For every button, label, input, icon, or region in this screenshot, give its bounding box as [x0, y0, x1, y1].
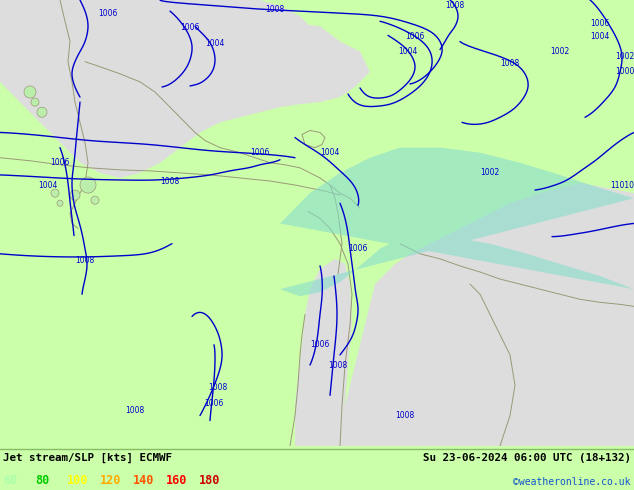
Text: 1006: 1006 [98, 9, 118, 18]
Text: 1006: 1006 [590, 19, 610, 28]
Text: 1006: 1006 [204, 399, 224, 408]
Text: 1002: 1002 [616, 52, 634, 61]
Text: 1004: 1004 [590, 32, 610, 41]
Text: 1006: 1006 [348, 244, 368, 253]
Text: 1008: 1008 [126, 406, 145, 415]
Circle shape [31, 98, 39, 106]
Circle shape [51, 189, 59, 197]
Text: ©weatheronline.co.uk: ©weatheronline.co.uk [514, 477, 631, 487]
Circle shape [80, 177, 96, 193]
Text: 1004: 1004 [320, 148, 340, 157]
Circle shape [70, 190, 80, 200]
Text: 1008: 1008 [209, 383, 228, 392]
Text: 1008: 1008 [160, 177, 179, 187]
Text: 1004: 1004 [398, 47, 418, 56]
Polygon shape [295, 259, 352, 446]
Circle shape [37, 107, 47, 117]
Polygon shape [200, 0, 310, 47]
Text: 60: 60 [3, 474, 17, 487]
Polygon shape [280, 147, 634, 296]
Text: 1006: 1006 [310, 340, 330, 349]
Circle shape [57, 200, 63, 206]
Text: 1004: 1004 [38, 180, 58, 190]
Text: 140: 140 [133, 474, 155, 487]
Text: 1000: 1000 [616, 67, 634, 76]
Text: 1008: 1008 [75, 256, 94, 266]
Text: 1008: 1008 [500, 59, 520, 68]
Text: 180: 180 [199, 474, 221, 487]
Text: 11010: 11010 [610, 180, 634, 190]
Text: 1008: 1008 [396, 411, 415, 420]
Text: 120: 120 [100, 474, 122, 487]
Text: 160: 160 [166, 474, 188, 487]
Text: Su 23-06-2024 06:00 UTC (18+132): Su 23-06-2024 06:00 UTC (18+132) [423, 453, 631, 463]
Text: 1004: 1004 [205, 39, 224, 48]
Text: 1008: 1008 [266, 4, 285, 14]
Polygon shape [0, 0, 370, 178]
Circle shape [24, 86, 36, 98]
Text: 1002: 1002 [550, 47, 569, 56]
Circle shape [91, 196, 99, 204]
Text: Jet stream/SLP [kts] ECMWF: Jet stream/SLP [kts] ECMWF [3, 453, 172, 464]
Text: 1008: 1008 [445, 0, 465, 10]
Text: 1006: 1006 [180, 23, 200, 32]
Text: 1006: 1006 [405, 32, 425, 41]
Polygon shape [340, 183, 634, 446]
Text: 1006: 1006 [50, 158, 70, 167]
Polygon shape [435, 259, 510, 315]
Text: 1002: 1002 [481, 169, 500, 177]
Text: 1008: 1008 [328, 361, 347, 369]
Text: 80: 80 [35, 474, 49, 487]
Text: 100: 100 [67, 474, 88, 487]
Text: 1006: 1006 [250, 148, 269, 157]
